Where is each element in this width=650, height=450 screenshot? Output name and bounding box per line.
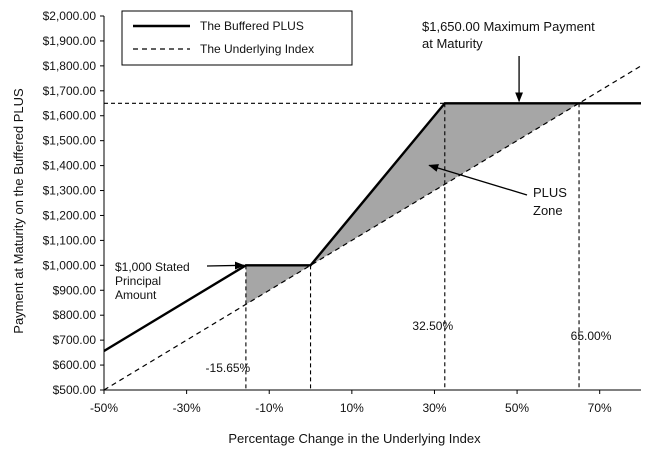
y-tick-label: $1,000.00	[43, 258, 97, 272]
plus-zone-label-line1: PLUS	[533, 185, 567, 200]
x-tick-label: -10%	[255, 401, 283, 415]
legend-label-underlying-index: The Underlying Index	[200, 42, 314, 56]
y-tick-label: $600.00	[53, 358, 97, 372]
tick-labels: $500.00 $600.00 $700.00 $800.00 $900.00 $1,00…	[43, 9, 612, 415]
x-tick-label: 10%	[340, 401, 364, 415]
y-tick-label: $1,300.00	[43, 184, 97, 198]
stated-principal-label-line3: Amount	[115, 288, 157, 302]
legend: The Buffered PLUS The Underlying Index	[121, 10, 353, 66]
x-axis-title: Percentage Change in the Underlying Inde…	[228, 431, 481, 446]
legend-label-buffered-plus: The Buffered PLUS	[200, 19, 304, 33]
y-tick-label: $500.00	[53, 383, 97, 397]
series-lines	[103, 65, 642, 391]
annotations: $1,650.00 Maximum Payment at Maturity PL…	[115, 19, 612, 375]
plus-zone-arrow	[428, 164, 528, 196]
y-tick-label: $700.00	[53, 333, 97, 347]
y-tick-label: $2,000.00	[43, 9, 97, 23]
point-label: 65.00%	[571, 329, 612, 343]
stated-principal-label-line2: Principal	[115, 274, 161, 288]
x-tick-label: -30%	[173, 401, 201, 415]
stated-principal-label-line1: $1,000 Stated	[115, 260, 190, 274]
stated-principal-arrow	[206, 261, 245, 270]
series-line-buffered-plus	[103, 102, 641, 353]
legend-box	[121, 10, 353, 66]
point-label: 32.50%	[412, 319, 453, 333]
plus-zone-label-line2: Zone	[533, 203, 563, 218]
max-payment-label-line2: at Maturity	[422, 36, 483, 51]
shaded-region-1	[245, 265, 311, 305]
y-axis-title: Payment at Maturity on the Buffered PLUS	[11, 88, 26, 334]
y-tick-label: $1,200.00	[43, 208, 97, 222]
x-tick-label: 50%	[505, 401, 529, 415]
y-tick-label: $900.00	[53, 283, 97, 297]
x-tick-label: 70%	[588, 401, 612, 415]
x-tick-label: 30%	[422, 401, 446, 415]
series-line-underlying-index	[103, 65, 642, 391]
y-tick-label: $800.00	[53, 308, 97, 322]
y-tick-label: $1,800.00	[43, 59, 97, 73]
max-payment-label-line1: $1,650.00 Maximum Payment	[422, 19, 595, 34]
y-tick-label: $1,500.00	[43, 134, 97, 148]
axes	[100, 15, 641, 394]
point-label: -15.65%	[206, 361, 251, 375]
y-tick-label: $1,400.00	[43, 159, 97, 173]
y-tick-label: $1,900.00	[43, 34, 97, 48]
y-tick-label: $1,100.00	[43, 233, 97, 247]
y-tick-label: $1,700.00	[43, 84, 97, 98]
y-tick-label: $1,600.00	[43, 109, 97, 123]
x-tick-label: -50%	[90, 401, 118, 415]
